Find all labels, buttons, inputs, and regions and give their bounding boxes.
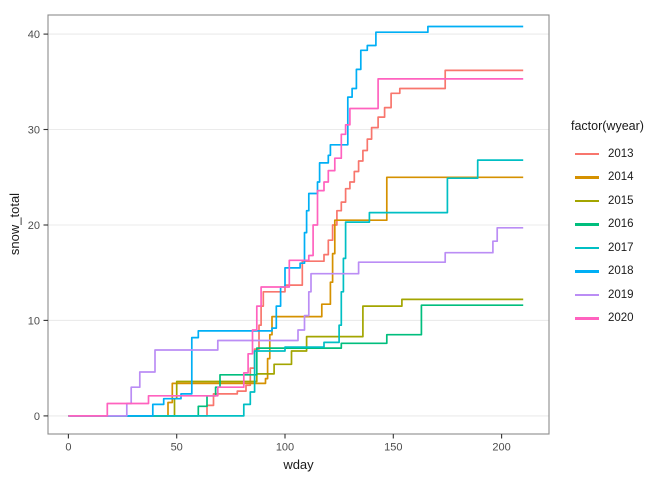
x-tick-label-200: 200: [492, 442, 510, 454]
series-line-2020: [68, 78, 524, 417]
legend-item-2016: 2016: [571, 213, 644, 237]
series-line-2018: [68, 25, 524, 417]
legend-key-line-2014: [575, 176, 599, 179]
series-line-2017: [68, 159, 524, 417]
legend-title: factor(wyear): [571, 119, 644, 133]
legend-label-2015: 2015: [608, 194, 634, 207]
legend-label-2020: 2020: [608, 312, 634, 325]
x-tick-label-150: 150: [384, 442, 402, 454]
legend-item-2017: 2017: [571, 236, 644, 260]
legend-key-line-2017: [575, 246, 599, 249]
legend-item-2018: 2018: [571, 260, 644, 284]
legend-item-2019: 2019: [571, 283, 644, 307]
x-tick-label-50: 50: [171, 442, 183, 454]
legend-label-2018: 2018: [608, 265, 634, 278]
legend-label-2013: 2013: [608, 147, 634, 160]
y-tick-label-40: 40: [28, 29, 40, 41]
legend-key-line-2013: [575, 152, 599, 155]
series-line-2016: [68, 304, 524, 417]
legend-item-2014: 2014: [571, 166, 644, 190]
legend-item-2015: 2015: [571, 189, 644, 213]
legend-label-2014: 2014: [608, 171, 634, 184]
legend-key-line-2019: [575, 293, 599, 296]
y-tick-label-20: 20: [28, 220, 40, 232]
series-line-2019: [68, 226, 524, 417]
legend-item-2013: 2013: [571, 142, 644, 166]
legend-key-line-2020: [575, 317, 599, 320]
y-tick-label-10: 10: [28, 315, 40, 327]
legend-label-2017: 2017: [608, 241, 634, 254]
legend-items: 2013 2014 2015 2016 2017 2018 2019 2020: [571, 142, 644, 330]
y-tick-label-30: 30: [28, 125, 40, 137]
legend: factor(wyear) 2013 2014 2015 2016 2017 2018 20…: [571, 119, 644, 330]
y-tick-label-0: 0: [34, 411, 40, 423]
legend-label-2016: 2016: [608, 218, 634, 231]
legend-item-2020: 2020: [571, 307, 644, 331]
x-axis-title: wday: [283, 457, 314, 472]
series-line-2014: [68, 176, 524, 417]
legend-key-line-2015: [575, 199, 599, 202]
x-tick-label-100: 100: [276, 442, 294, 454]
legend-key-line-2018: [575, 270, 599, 273]
x-tick-label-0: 0: [65, 442, 71, 454]
legend-key-line-2016: [575, 223, 599, 226]
legend-label-2019: 2019: [608, 288, 634, 301]
